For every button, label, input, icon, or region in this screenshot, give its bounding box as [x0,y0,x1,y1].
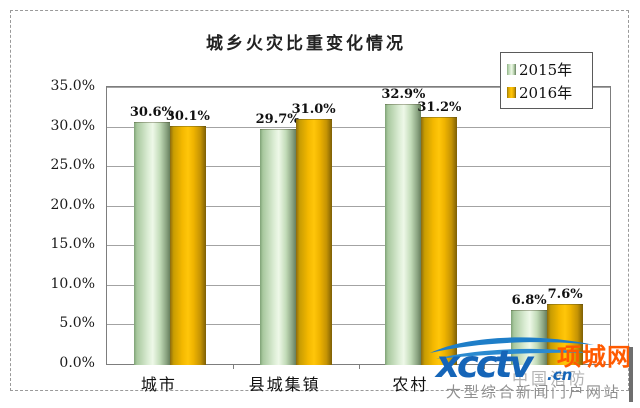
y-axis-tick-label: 5.0% [59,315,95,332]
gridline [107,87,610,88]
y-axis-tick-label: 15.0% [50,236,95,253]
legend-item-2015年: 2015年 [507,59,587,80]
y-axis-tick-label: 30.0% [50,117,95,134]
bar-2016年-城市 [169,125,206,365]
bar-2016年-县城集镇 [295,118,332,365]
bar-2015年-城市 [133,121,170,365]
legend-marker-icon [507,87,516,98]
x-axis-category-label: 农村 [392,375,429,394]
legend: 2015年 2016年 [500,52,593,109]
bar-value-label: 31.2% [417,100,462,116]
y-axis-tick-label: 20.0% [50,196,95,213]
bar-value-label: 7.6% [547,286,583,302]
x-axis-tick [484,364,486,369]
bar-2016年-农村 [421,117,458,365]
gridline [107,245,610,247]
bar-2015年-县城集镇 [259,128,296,365]
x-axis-category-label: 城市 [140,375,177,394]
gridline [107,126,610,128]
x-axis-tick [232,364,234,369]
bar-value-label: 30.6% [129,104,174,120]
bar-value-label: 6.8% [511,293,547,309]
y-axis-tick-label: 10.0% [50,275,95,292]
legend-label: 2016年 [519,84,573,102]
bar-value-label: 30.1% [165,108,210,124]
bar-2015年-cat3 [511,310,548,365]
gridline [107,166,610,168]
y-axis-tick-label: 0.0% [59,355,95,371]
legend-marker-icon [507,64,516,75]
legend-item-2016年: 2016年 [507,82,587,103]
bar-value-label: 29.7% [255,111,300,127]
chart-title: 城乡火灾比重变化情况 [206,34,406,54]
bar-2015年-农村 [385,103,422,365]
watermark-bar [629,347,633,402]
x-axis-tick [358,364,360,369]
legend-label: 2015年 [519,61,573,79]
gridline [107,284,610,286]
gridline [107,324,610,326]
plot-area: 30.6% 29.7% 32.9% 6.8% 30.1% 31.0% 31.2% 7.6% [106,86,611,369]
x-axis-category-label: 县城集镇 [248,375,321,394]
bar-value-label: 31.0% [291,101,336,117]
bar-value-label: 32.9% [381,86,426,102]
y-axis-tick-label: 25.0% [50,157,95,174]
bar-2016年-cat3 [547,303,584,365]
y-axis-tick-label: 35.0% [50,78,95,94]
gridline [107,205,610,207]
chart-frame: 城乡火灾比重变化情况 30.6% 29.7% 32.9% 6.8% 30.1% 31.0%… [10,10,629,394]
